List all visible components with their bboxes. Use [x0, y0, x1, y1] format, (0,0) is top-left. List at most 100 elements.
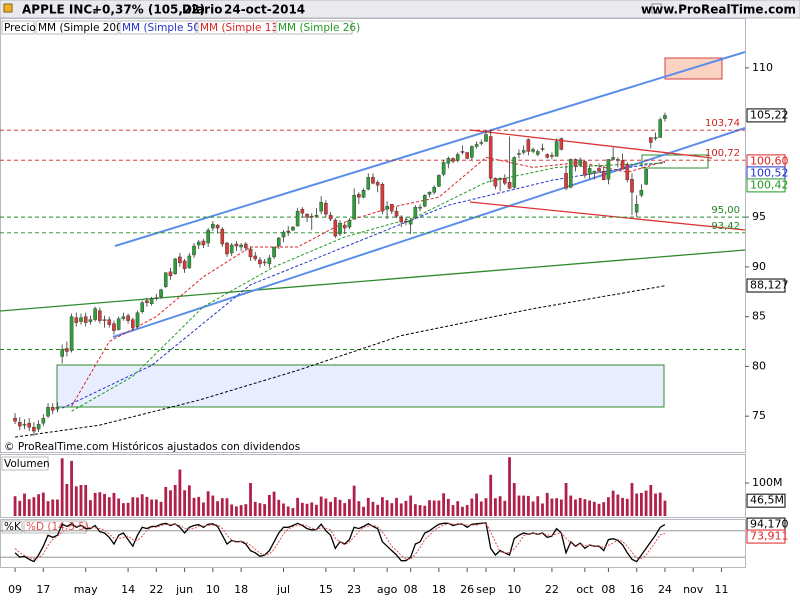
volume-bar: [352, 485, 356, 516]
candle-body: [338, 222, 342, 235]
volume-bar: [461, 506, 464, 516]
volume-bar: [432, 500, 436, 516]
candle-body: [60, 349, 64, 357]
red-channel-lower: [469, 201, 746, 231]
volume-bar: [192, 497, 196, 516]
volume-bar: [333, 497, 337, 516]
candle-body: [135, 312, 140, 327]
candle-body: [535, 151, 540, 155]
candle-body: [131, 319, 135, 328]
candle-body: [50, 407, 55, 411]
volume-panel: [0, 454, 746, 518]
volume-bar: [357, 501, 361, 516]
x-tick-label: 18: [432, 583, 446, 596]
value-tag-label: 100,42: [750, 178, 789, 191]
value-tag-label: 100,60: [750, 154, 789, 167]
y-tick-label: 95: [752, 210, 766, 223]
volume-bar: [300, 502, 304, 516]
volume-bar: [366, 497, 370, 516]
candle-body: [267, 257, 272, 265]
candle-body: [437, 175, 441, 187]
volume-bar: [385, 500, 389, 516]
candle-body: [634, 203, 639, 213]
x-tick-label: 22: [545, 583, 559, 596]
volume-bar: [32, 497, 36, 516]
legend-box: [275, 20, 353, 35]
candle-body: [149, 298, 154, 304]
volume-bar: [211, 495, 215, 516]
oscillator-line: [14, 522, 666, 560]
candle-body: [653, 137, 658, 139]
candle-body: [422, 195, 427, 207]
candle-body: [93, 308, 97, 320]
value-tag-label: 105,22: [750, 108, 789, 121]
candle-body: [36, 423, 41, 430]
candle-body: [145, 300, 149, 303]
volume-bar: [89, 500, 92, 516]
x-tick-label: 26: [460, 583, 474, 596]
volume-bar: [202, 502, 205, 516]
volume-bar: [588, 500, 591, 516]
volume-bar: [150, 499, 154, 516]
candle-body: [46, 407, 50, 417]
candle-body: [248, 248, 253, 258]
candle-body: [342, 224, 347, 229]
volume-bar: [446, 498, 450, 516]
candle-body: [592, 171, 597, 174]
candle-body: [394, 210, 399, 217]
candle-body: [371, 177, 375, 184]
candle-body: [154, 297, 159, 299]
window-button[interactable]: [651, 3, 662, 14]
volume-bar: [282, 503, 285, 516]
volume-bar: [169, 490, 172, 516]
volume-bar: [60, 458, 64, 516]
candle-body: [22, 423, 27, 426]
volume-bar: [121, 503, 125, 516]
x-tick-label: may: [74, 583, 98, 596]
candle-body: [88, 319, 93, 322]
volume-bar: [258, 503, 262, 516]
volume-bar: [597, 503, 601, 516]
candle-body: [441, 162, 446, 175]
volume-bar: [239, 505, 243, 516]
x-tick-label: nov: [683, 583, 704, 596]
volume-bar: [494, 498, 497, 516]
volume-bar: [545, 492, 549, 516]
volume-bar: [625, 498, 629, 516]
candle-body: [41, 417, 46, 424]
candle-body: [27, 422, 31, 428]
candle-body: [460, 151, 465, 153]
footnote: © ProRealTime.com Históricos ajustados c…: [4, 441, 300, 453]
source: www.ProRealTime.com: [641, 3, 796, 17]
volume-bar: [564, 483, 568, 516]
candle-body: [83, 316, 88, 323]
legend-box: [1, 520, 23, 534]
volume-bar: [592, 501, 596, 516]
candle-body: [564, 173, 568, 189]
candle-body: [375, 182, 380, 186]
volume-bar: [522, 495, 526, 516]
volume-bar: [225, 498, 229, 516]
x-tick-label: 10: [206, 583, 220, 596]
candle-body: [262, 261, 267, 264]
volume-bar: [324, 498, 328, 516]
volume-bar: [470, 498, 474, 516]
y-tick-label: 85: [752, 310, 766, 323]
volume-bar: [512, 483, 516, 516]
candle-body: [328, 214, 333, 220]
x-tick-label: ago: [377, 583, 398, 596]
candle-body: [559, 138, 564, 150]
candle-body: [573, 159, 578, 167]
volume-bar: [442, 493, 446, 516]
y-tick-label: 90: [752, 260, 766, 273]
volume-bar: [536, 496, 540, 516]
volume-bar: [371, 501, 375, 516]
x-tick-label: 23: [347, 583, 361, 596]
x-tick-label: 22: [149, 583, 163, 596]
period: Diario: [182, 3, 222, 17]
volume-bar: [343, 503, 347, 516]
volume-bar: [451, 505, 455, 516]
candle-body: [192, 245, 196, 256]
y-tick-label: 100M: [752, 476, 783, 489]
candle-body: [126, 315, 130, 321]
